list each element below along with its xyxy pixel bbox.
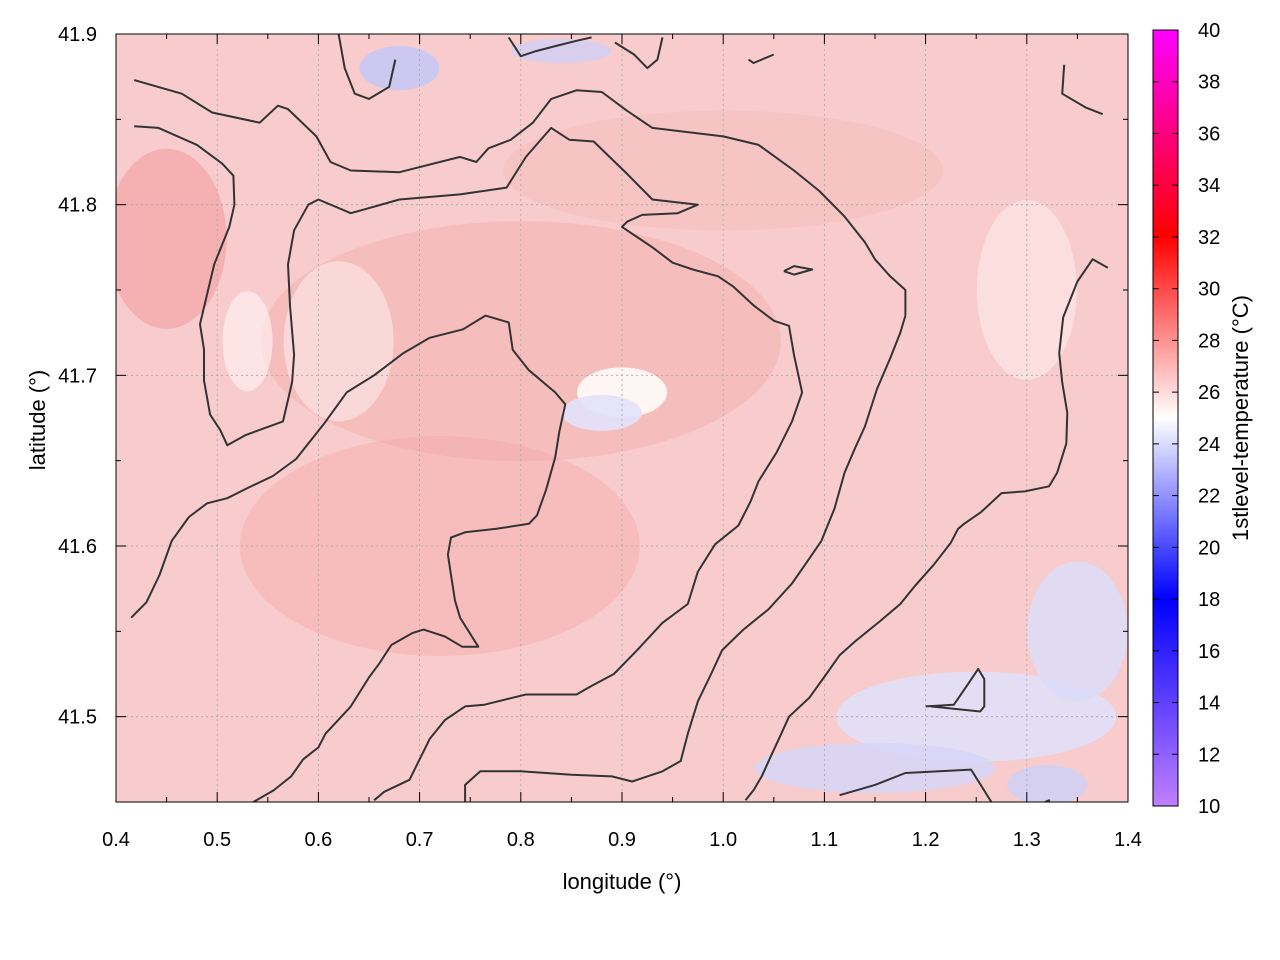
x-axis-label: longitude (°): [563, 869, 682, 894]
heat-patch-5: [561, 394, 642, 431]
x-tick-label-6: 1.0: [709, 829, 737, 851]
colorbar-ticks: 10 12 14 16 18 20 22 24 26 28 30 32 34 36 38 40: [1153, 20, 1220, 818]
colorbar-tick-label-12: 34: [1198, 175, 1220, 197]
y-tick-label-0: 41.5: [58, 707, 97, 729]
x-tick-label-0: 0.4: [102, 829, 130, 851]
colorbar-tick-label-11: 32: [1198, 227, 1220, 249]
contour-line-12: [925, 667, 986, 713]
heat-patch-12: [1027, 561, 1128, 702]
contour-line-7: [507, 36, 592, 58]
heat-patch-9: [511, 39, 612, 64]
colorbar: [1152, 29, 1179, 807]
contour-line-6: [337, 34, 397, 100]
x-tick-label-7: 1.1: [810, 829, 838, 851]
heat-patch-2: [239, 436, 640, 656]
heat-patch-7: [222, 291, 273, 392]
colorbar-tick-label-5: 20: [1198, 537, 1220, 559]
colorbar-tick-label-6: 22: [1198, 486, 1220, 508]
colorbar-tick-label-14: 38: [1198, 72, 1220, 94]
contour-line-11: [783, 265, 814, 276]
y-tick-label-1: 41.6: [58, 536, 97, 558]
contour-line-0: [133, 79, 907, 316]
colorbar-tick-label-15: 40: [1198, 20, 1220, 42]
x-tick-label-5: 0.9: [608, 829, 636, 851]
x-tick-label-9: 1.3: [1013, 829, 1041, 851]
heat-patch-0: [116, 148, 227, 329]
contour-line-5: [0, 626, 22, 739]
x-tick-label-3: 0.7: [406, 829, 434, 851]
colorbar-tick-label-8: 26: [1198, 382, 1220, 404]
colorbar-tick-label-1: 12: [1198, 744, 1220, 766]
colorbar-tick-label-4: 18: [1198, 589, 1220, 611]
colorbar-tick-label-9: 28: [1198, 330, 1220, 352]
colorbar-label: 1stlevel-temperature (°C): [1228, 295, 1253, 541]
heat-patch-11: [755, 742, 995, 793]
contour-line-1: [134, 125, 804, 802]
x-axis-ticks: 0.4 0.5 0.6 0.7 0.8 0.9 1.0 1.1 1.2 1.3 1.4: [102, 34, 1142, 851]
contour-line-14: [1044, 799, 1051, 802]
contour-lines: [0, 34, 1109, 802]
x-tick-label-10: 1.4: [1114, 829, 1142, 851]
heat-patch-6: [283, 261, 394, 422]
y-axis-label: latitude (°): [25, 370, 50, 471]
colorbar-tick-label-3: 16: [1198, 641, 1220, 663]
colorbar-tick-label-2: 14: [1198, 693, 1220, 715]
heat-patch-13: [1007, 764, 1088, 802]
y-tick-label-2: 41.7: [58, 365, 97, 387]
y-tick-label-3: 41.8: [58, 195, 97, 217]
contour-line-3: [464, 315, 907, 802]
heatmap-field: [116, 34, 1128, 802]
colorbar-tick-label-13: 36: [1198, 123, 1220, 145]
x-tick-label-4: 0.8: [507, 829, 535, 851]
x-tick-label-1: 0.5: [203, 829, 231, 851]
contour-line-10: [1061, 64, 1104, 116]
colorbar-tick-label-10: 30: [1198, 279, 1220, 301]
contour-line-4: [744, 258, 1109, 801]
heat-patch-8: [359, 46, 440, 91]
contour-line-13: [839, 768, 993, 802]
contour-line-9: [747, 53, 775, 64]
colorbar-tick-label-0: 10: [1198, 796, 1220, 818]
x-tick-label-8: 1.2: [912, 829, 940, 851]
x-tick-label-2: 0.6: [304, 829, 332, 851]
y-axis-ticks: 41.5 41.6 41.7 41.8 41.9: [58, 24, 1128, 729]
contour-line-2: [130, 314, 567, 802]
colorbar-tick-label-7: 24: [1198, 434, 1220, 456]
contour-line-8: [614, 37, 664, 70]
y-tick-label-4: 41.9: [58, 24, 97, 46]
